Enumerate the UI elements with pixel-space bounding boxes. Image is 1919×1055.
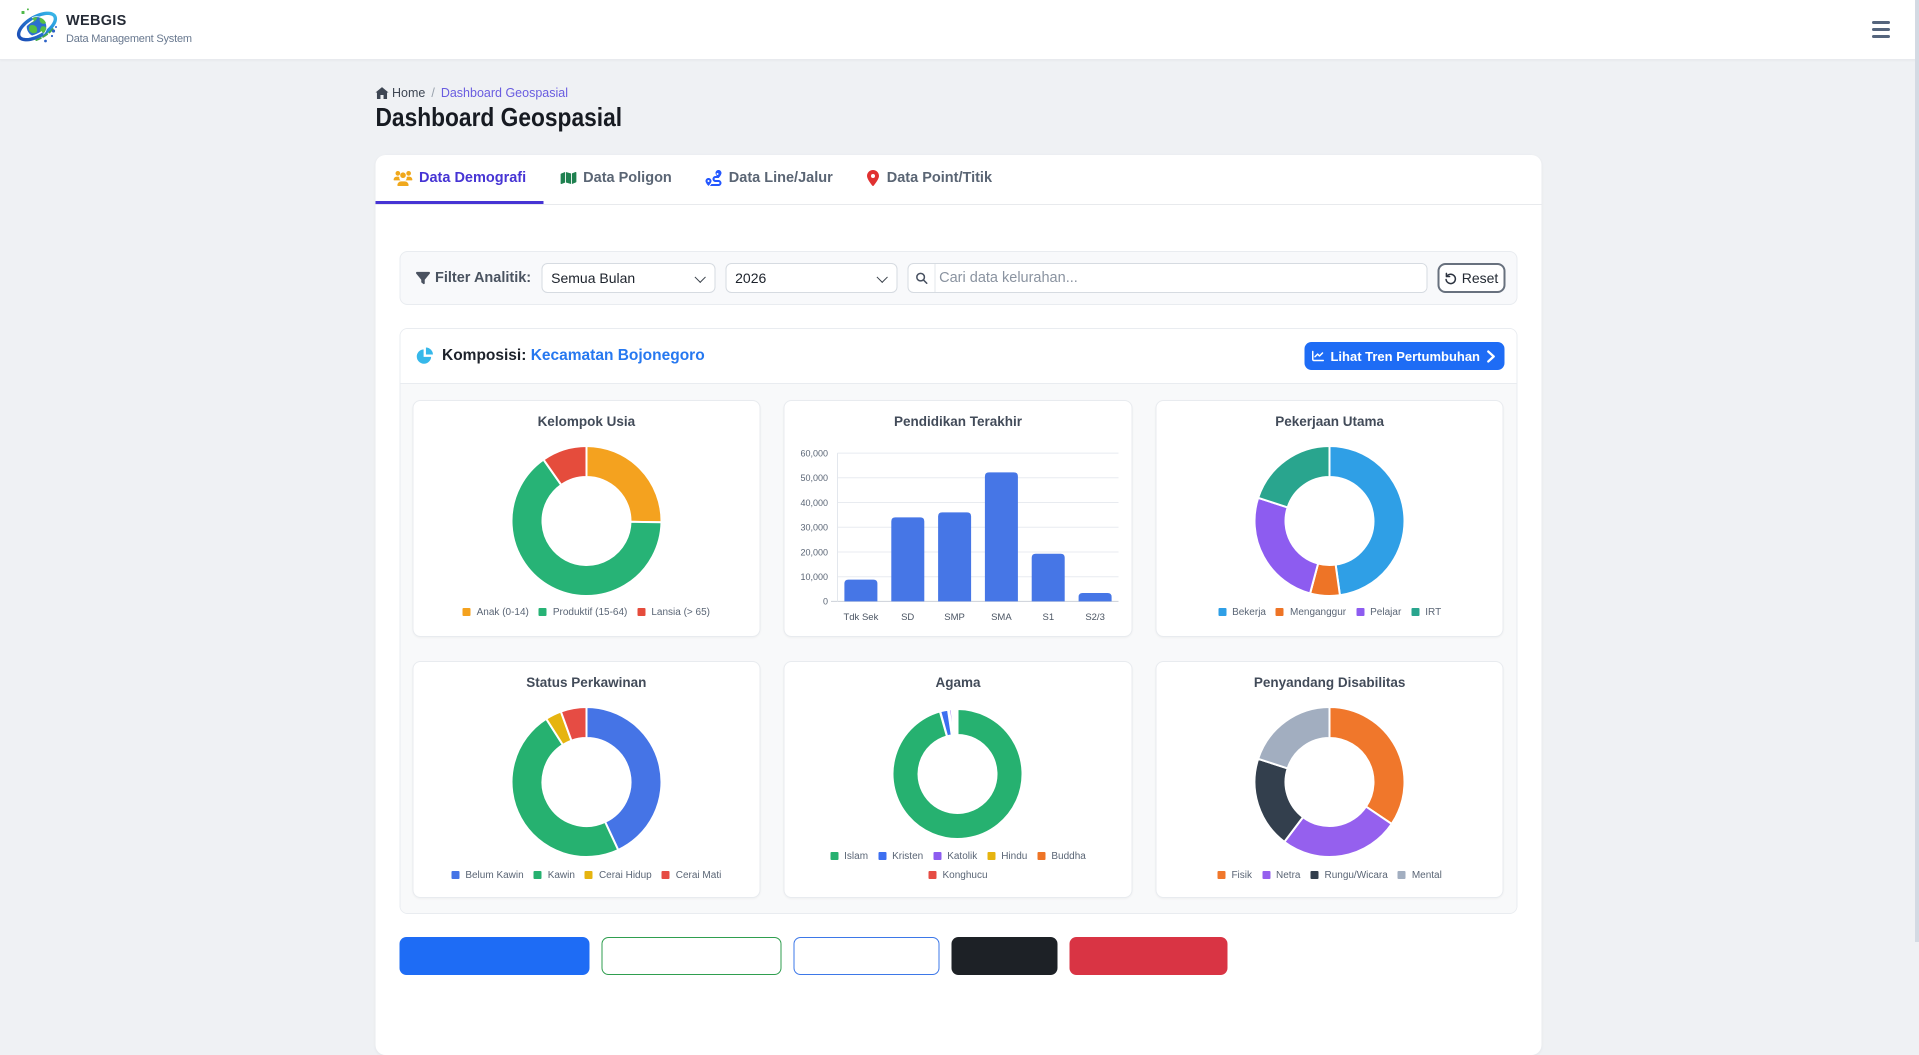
- svg-text:40,000: 40,000: [801, 498, 829, 508]
- svg-text:60,000: 60,000: [801, 448, 829, 458]
- svg-text:20,000: 20,000: [801, 547, 829, 557]
- svg-text:S1: S1: [1043, 612, 1055, 623]
- svg-text:SD: SD: [901, 612, 914, 623]
- svg-text:0: 0: [823, 597, 828, 607]
- svg-text:SMP: SMP: [944, 612, 965, 623]
- svg-text:S2/3: S2/3: [1085, 612, 1105, 623]
- svg-text:10,000: 10,000: [801, 572, 829, 582]
- svg-text:30,000: 30,000: [801, 523, 829, 533]
- svg-text:Tdk Sek: Tdk Sek: [844, 612, 879, 623]
- svg-text:50,000: 50,000: [801, 473, 829, 483]
- svg-text:SMA: SMA: [991, 612, 1012, 623]
